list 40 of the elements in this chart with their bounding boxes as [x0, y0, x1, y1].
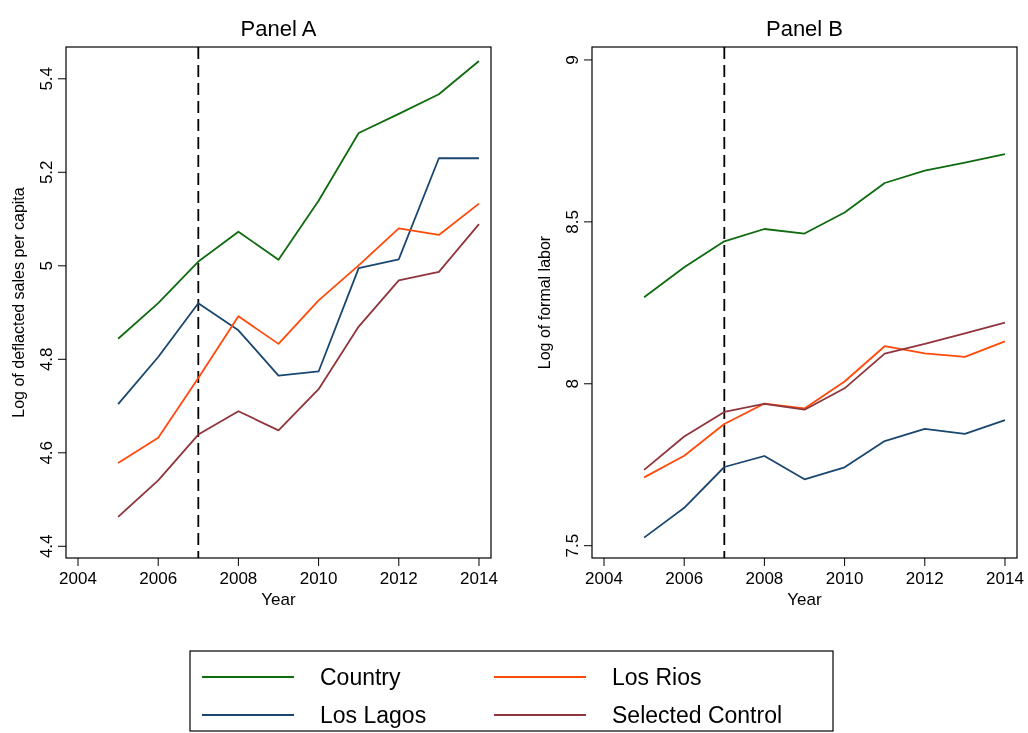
y-tick-label: 5.2	[37, 160, 56, 185]
x-axis-title: Year	[787, 590, 823, 609]
x-tick-label: 2010	[825, 569, 864, 588]
x-tick-label: 2006	[139, 569, 178, 588]
y-tick-label: 8.5	[563, 210, 582, 234]
line-series	[117, 202, 480, 464]
legend-label: Selected Control	[612, 702, 783, 728]
y-tick-label: 4.4	[37, 534, 56, 559]
x-tick-label: 2004	[59, 569, 97, 588]
x-tick-label: 2008	[745, 569, 784, 588]
y-tick-label: 9	[563, 55, 582, 65]
y-tick-label: 5.4	[37, 66, 56, 91]
y-tick-label: 5	[37, 261, 56, 271]
chart-title: Panel A	[240, 16, 317, 41]
y-tick-label: 4.6	[37, 440, 56, 465]
legend-label: Country	[320, 664, 402, 690]
line-series	[117, 223, 480, 518]
x-tick-label: 2008	[219, 569, 258, 588]
line-series	[643, 153, 1006, 299]
y-axis-title: Log of formal labor	[536, 235, 553, 370]
line-series	[117, 60, 480, 340]
x-axis-title: Year	[261, 590, 297, 609]
y-axis-title: Log of deflacted sales per capita	[10, 187, 27, 418]
line-series	[643, 419, 1006, 539]
x-tick-label: 2010	[299, 569, 338, 588]
x-tick-label: 2012	[905, 569, 944, 588]
x-tick-label: 2014	[460, 569, 498, 588]
line-series	[643, 321, 1006, 471]
x-tick-label: 2006	[665, 569, 704, 588]
x-tick-label: 2004	[585, 569, 623, 588]
y-tick-label: 7.5	[563, 533, 582, 558]
y-tick-label: 4.8	[37, 347, 56, 372]
y-tick-label: 8	[563, 379, 582, 389]
chart-title: Panel B	[765, 16, 844, 41]
line-series	[643, 340, 1006, 479]
legend-label: Los Rios	[612, 664, 702, 690]
x-tick-label: 2012	[379, 569, 418, 588]
legend-label: Los Lagos	[320, 702, 427, 728]
x-tick-label: 2014	[986, 569, 1024, 588]
line-series	[117, 157, 480, 406]
